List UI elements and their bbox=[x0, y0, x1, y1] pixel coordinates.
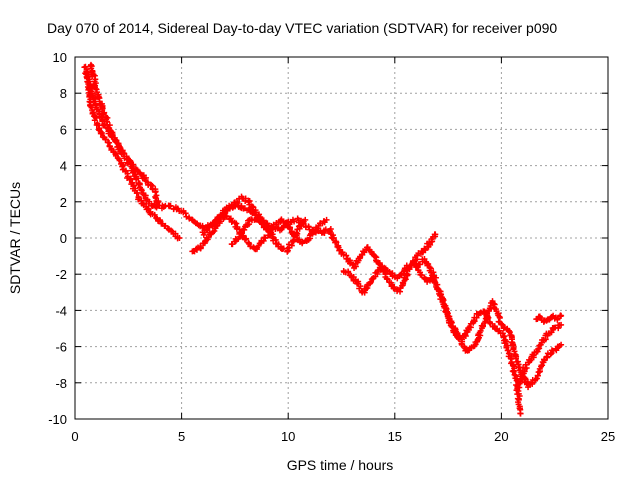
data-point bbox=[129, 162, 136, 168]
data-point bbox=[408, 261, 415, 268]
data-point bbox=[151, 211, 158, 218]
data-point bbox=[95, 93, 102, 100]
data-point bbox=[336, 247, 343, 254]
data-point bbox=[133, 176, 140, 183]
y-tick-label: 0 bbox=[60, 231, 67, 246]
x-axis-label: GPS time / hours bbox=[287, 457, 394, 473]
data-point bbox=[323, 216, 330, 223]
data-point bbox=[533, 375, 540, 382]
data-point bbox=[268, 229, 275, 236]
data-point bbox=[204, 227, 211, 234]
data-point bbox=[155, 202, 162, 209]
data-point bbox=[487, 320, 494, 327]
data-point bbox=[112, 138, 119, 145]
x-tick-label: 5 bbox=[178, 429, 185, 444]
data-point bbox=[558, 312, 565, 319]
data-point bbox=[558, 341, 565, 348]
y-tick-label: 2 bbox=[60, 195, 67, 210]
data-point bbox=[131, 182, 138, 189]
data-point bbox=[333, 239, 340, 246]
data-point bbox=[291, 218, 298, 225]
data-point bbox=[517, 410, 524, 417]
chart-title: Day 070 of 2014, Sidereal Day-to-day VTE… bbox=[47, 20, 557, 36]
y-axis-label: SDTVAR / TECUs bbox=[7, 182, 23, 294]
y-tick-label: 10 bbox=[53, 50, 67, 65]
y-tick-label: 6 bbox=[60, 122, 67, 137]
data-point bbox=[167, 202, 174, 209]
y-tick-label: 4 bbox=[60, 159, 67, 174]
data-point bbox=[368, 278, 375, 285]
data-point bbox=[233, 198, 240, 205]
data-points bbox=[81, 61, 565, 417]
data-point bbox=[424, 278, 431, 285]
data-point bbox=[98, 129, 105, 136]
data-point bbox=[261, 223, 268, 230]
data-point bbox=[505, 327, 512, 334]
y-tick-label: 8 bbox=[60, 86, 67, 101]
data-point bbox=[349, 261, 356, 268]
y-tick-label: -10 bbox=[48, 412, 67, 427]
data-point bbox=[534, 372, 541, 379]
x-tick-label: 0 bbox=[71, 429, 78, 444]
data-point bbox=[548, 329, 555, 336]
x-axis: 0 5 10 15 20 25 bbox=[71, 57, 615, 444]
x-tick-label: 25 bbox=[601, 429, 615, 444]
data-point bbox=[504, 347, 511, 354]
data-point bbox=[233, 220, 240, 227]
data-point bbox=[554, 316, 561, 323]
x-tick-label: 15 bbox=[388, 429, 402, 444]
data-point bbox=[330, 234, 337, 241]
y-tick-label: -4 bbox=[55, 303, 67, 318]
data-point bbox=[182, 210, 189, 217]
data-point bbox=[384, 276, 391, 283]
data-point bbox=[243, 235, 250, 242]
data-point bbox=[558, 321, 565, 328]
data-point bbox=[302, 216, 309, 223]
x-tick-label: 10 bbox=[281, 429, 295, 444]
data-point bbox=[247, 243, 254, 250]
grid bbox=[75, 57, 608, 419]
data-point bbox=[507, 355, 514, 362]
y-tick-label: -6 bbox=[55, 340, 67, 355]
data-point bbox=[530, 352, 537, 359]
data-point bbox=[512, 355, 519, 362]
y-tick-label: -2 bbox=[55, 267, 67, 282]
data-point bbox=[511, 371, 518, 378]
data-point bbox=[229, 203, 236, 210]
data-point bbox=[544, 353, 551, 360]
data-point bbox=[100, 110, 107, 117]
data-point bbox=[299, 238, 306, 245]
data-point bbox=[176, 235, 183, 241]
data-point bbox=[523, 364, 530, 371]
data-point bbox=[293, 229, 300, 236]
data-point bbox=[134, 189, 141, 196]
data-point bbox=[102, 136, 109, 143]
data-point bbox=[499, 321, 506, 328]
y-axis: -10 -8 -6 -4 -2 0 2 4 6 8 10 bbox=[48, 50, 608, 427]
data-point bbox=[91, 117, 98, 124]
x-tick-label: 20 bbox=[494, 429, 508, 444]
data-point bbox=[510, 368, 517, 375]
y-tick-label: -8 bbox=[55, 376, 67, 391]
data-point bbox=[432, 231, 439, 238]
data-point bbox=[82, 70, 89, 77]
data-point bbox=[391, 284, 398, 291]
